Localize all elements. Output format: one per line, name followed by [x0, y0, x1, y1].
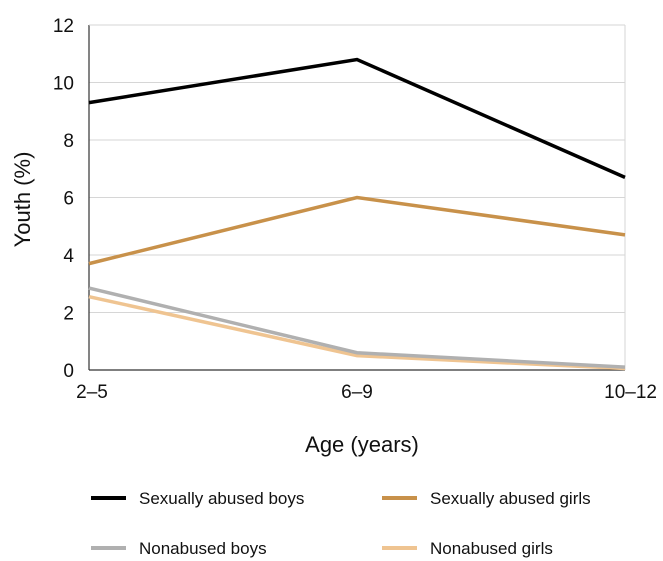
legend-label: Sexually abused boys — [139, 489, 304, 508]
series-lines — [88, 57, 626, 371]
x-tick-label: 2–5 — [76, 382, 108, 403]
y-tick-label: 4 — [63, 246, 74, 267]
legend-item: Nonabused girls — [382, 539, 553, 558]
y-axis-title: Youth (%) — [10, 152, 35, 248]
y-tick-label: 10 — [53, 74, 74, 95]
y-tick-label: 8 — [63, 131, 74, 152]
legend-label: Sexually abused girls — [430, 489, 591, 508]
y-tick-label: 0 — [63, 361, 74, 382]
legend-item: Nonabused boys — [91, 539, 267, 558]
series-line — [88, 195, 626, 266]
legend-label: Nonabused girls — [430, 539, 553, 558]
x-tick-label: 6–9 — [341, 382, 373, 403]
legend-item: Sexually abused girls — [382, 489, 591, 508]
legend-label: Nonabused boys — [139, 539, 267, 558]
legend: Sexually abused boys Sexually abused girl… — [91, 489, 591, 558]
series-line — [88, 294, 626, 371]
y-tick-label: 2 — [63, 304, 74, 325]
axes — [88, 24, 626, 371]
tick-labels: 0 2 4 6 8 10 12 2–5 6–9 10–12 — [53, 16, 657, 403]
series-line — [88, 286, 626, 369]
series-line — [88, 57, 626, 179]
grid — [89, 24, 625, 313]
x-tick-label: 10–12 — [604, 382, 657, 403]
legend-item: Sexually abused boys — [91, 489, 304, 508]
y-tick-label: 12 — [53, 16, 74, 37]
y-tick-label: 6 — [63, 189, 74, 210]
x-axis-title: Age (years) — [305, 432, 419, 457]
